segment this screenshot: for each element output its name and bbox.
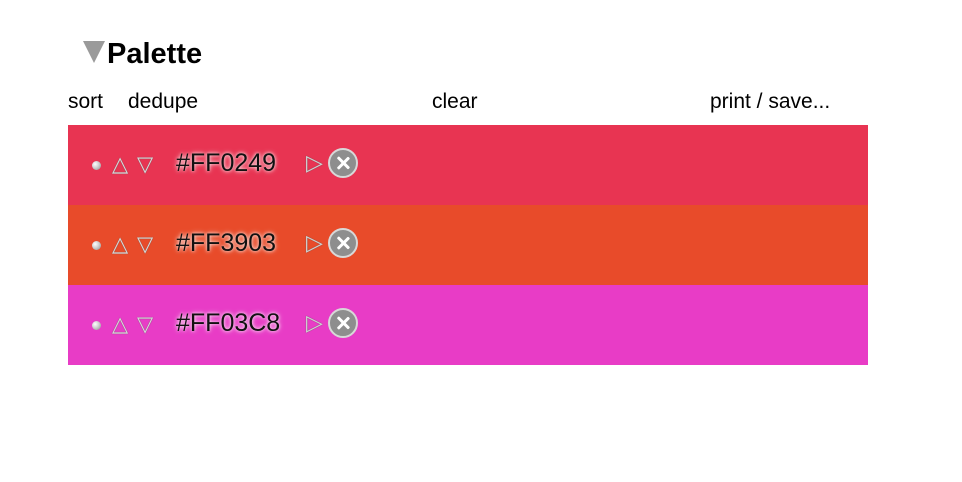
expand-icon[interactable]: ▷ <box>306 231 323 256</box>
move-down-icon[interactable]: ▽ <box>137 232 154 256</box>
move-down-icon[interactable]: ▽ <box>137 312 154 336</box>
move-up-icon[interactable]: △ <box>112 312 129 336</box>
move-up-icon[interactable]: △ <box>112 152 129 176</box>
palette-header: Palette <box>83 38 202 70</box>
move-up-icon[interactable]: △ <box>112 232 129 256</box>
color-hex-label[interactable]: #FF3903 <box>176 229 277 257</box>
panel-title: Palette <box>107 38 203 70</box>
remove-color-icon[interactable] <box>328 228 358 258</box>
color-hex-label[interactable]: #FF03C8 <box>176 309 281 337</box>
disclosure-triangle-icon[interactable] <box>83 41 105 63</box>
move-down-icon[interactable]: ▽ <box>137 152 154 176</box>
expand-icon[interactable]: ▷ <box>306 311 323 336</box>
color-row: △ ▽ #FF03C8 ▷ <box>68 285 868 365</box>
remove-color-icon[interactable] <box>328 308 358 338</box>
drag-handle-icon[interactable] <box>92 241 101 250</box>
print-save-button[interactable]: print / save... <box>710 90 831 113</box>
color-row: △ ▽ #FF0249 ▷ <box>68 125 868 205</box>
sort-button[interactable]: sort <box>68 90 104 113</box>
drag-handle-icon[interactable] <box>92 161 101 170</box>
color-row: △ ▽ #FF3903 ▷ <box>68 205 868 285</box>
expand-icon[interactable]: ▷ <box>306 151 323 176</box>
clear-button[interactable]: clear <box>432 90 478 113</box>
dedupe-button[interactable]: dedupe <box>128 90 199 113</box>
drag-handle-icon[interactable] <box>92 321 101 330</box>
remove-color-icon[interactable] <box>328 148 358 178</box>
palette-toolbar: sort dedupe clear print / save... <box>0 90 962 116</box>
color-hex-label[interactable]: #FF0249 <box>176 149 277 177</box>
color-list: △ ▽ #FF0249 ▷ △ ▽ #FF3903 ▷ △ ▽ #FF03C8 … <box>68 125 868 365</box>
